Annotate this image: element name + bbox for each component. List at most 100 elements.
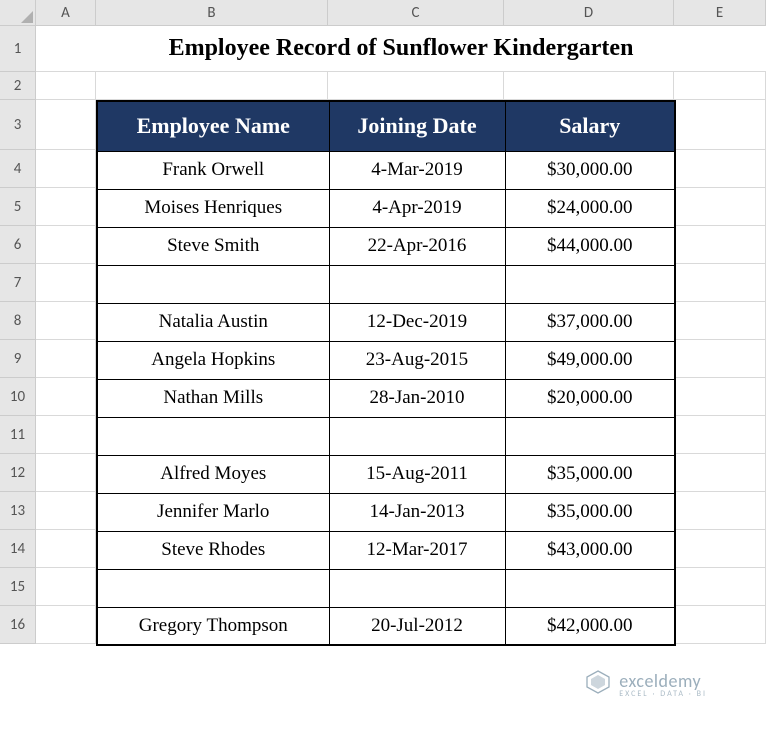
cell-E9[interactable]	[674, 340, 766, 378]
cell-salary[interactable]	[505, 569, 675, 607]
cell-name[interactable]: Gregory Thompson	[97, 607, 329, 645]
cell-A6[interactable]	[36, 226, 96, 264]
cell-date[interactable]: 4-Mar-2019	[329, 151, 505, 189]
cell-date[interactable]: 12-Dec-2019	[329, 303, 505, 341]
cell-date[interactable]: 28-Jan-2010	[329, 379, 505, 417]
cell-date[interactable]: 14-Jan-2013	[329, 493, 505, 531]
cell-A4[interactable]	[36, 150, 96, 188]
cell-name[interactable]: Nathan Mills	[97, 379, 329, 417]
cell-salary[interactable]	[505, 417, 675, 455]
row-header-16[interactable]: 16	[0, 606, 36, 644]
column-header-d[interactable]: D	[504, 0, 674, 26]
cell-E14[interactable]	[674, 530, 766, 568]
cell-salary[interactable]: $42,000.00	[505, 607, 675, 645]
cell-name[interactable]	[97, 417, 329, 455]
cell-E11[interactable]	[674, 416, 766, 454]
column-header-a[interactable]: A	[36, 0, 96, 26]
employee-table: Employee NameJoining DateSalaryFrank Orw…	[96, 100, 676, 646]
cell-name[interactable]: Moises Henriques	[97, 189, 329, 227]
cell-salary[interactable]: $44,000.00	[505, 227, 675, 265]
cell-E2[interactable]	[674, 72, 766, 100]
row-header-9[interactable]: 9	[0, 340, 36, 378]
column-header-b[interactable]: B	[96, 0, 328, 26]
cell-name[interactable]: Alfred Moyes	[97, 455, 329, 493]
cell-salary[interactable]: $35,000.00	[505, 455, 675, 493]
row-header-14[interactable]: 14	[0, 530, 36, 568]
table-row: Angela Hopkins23-Aug-2015$49,000.00	[97, 341, 675, 379]
cell-C2[interactable]	[328, 72, 504, 100]
cell-A10[interactable]	[36, 378, 96, 416]
cell-name[interactable]: Steve Rhodes	[97, 531, 329, 569]
cell-date[interactable]: 12-Mar-2017	[329, 531, 505, 569]
cell-A16[interactable]	[36, 606, 96, 644]
cell-salary[interactable]: $43,000.00	[505, 531, 675, 569]
cell-date[interactable]: 20-Jul-2012	[329, 607, 505, 645]
row-header-15[interactable]: 15	[0, 568, 36, 606]
cell-name[interactable]: Natalia Austin	[97, 303, 329, 341]
row-header-13[interactable]: 13	[0, 492, 36, 530]
cell-A9[interactable]	[36, 340, 96, 378]
cell-salary[interactable]: $37,000.00	[505, 303, 675, 341]
cell-A5[interactable]	[36, 188, 96, 226]
row-header-3[interactable]: 3	[0, 100, 36, 150]
column-header-c[interactable]: C	[328, 0, 504, 26]
row-header-4[interactable]: 4	[0, 150, 36, 188]
cell-E3[interactable]	[674, 100, 766, 150]
row-header-6[interactable]: 6	[0, 226, 36, 264]
row-header-8[interactable]: 8	[0, 302, 36, 340]
cell-E12[interactable]	[674, 454, 766, 492]
cell-A3[interactable]	[36, 100, 96, 150]
table-row: Nathan Mills28-Jan-2010$20,000.00	[97, 379, 675, 417]
cell-A14[interactable]	[36, 530, 96, 568]
row-header-7[interactable]: 7	[0, 264, 36, 302]
cell-A13[interactable]	[36, 492, 96, 530]
cell-E13[interactable]	[674, 492, 766, 530]
cell-name[interactable]	[97, 569, 329, 607]
watermark: exceldemy EXCEL · DATA · BI	[585, 669, 707, 700]
row-header-2[interactable]: 2	[0, 72, 36, 100]
cell-A8[interactable]	[36, 302, 96, 340]
cell-E10[interactable]	[674, 378, 766, 416]
cell-E15[interactable]	[674, 568, 766, 606]
row-header-10[interactable]: 10	[0, 378, 36, 416]
cell-E6[interactable]	[674, 226, 766, 264]
cell-salary[interactable]: $35,000.00	[505, 493, 675, 531]
cell-E5[interactable]	[674, 188, 766, 226]
table-row: Natalia Austin12-Dec-2019$37,000.00	[97, 303, 675, 341]
cell-date[interactable]	[329, 417, 505, 455]
cell-E4[interactable]	[674, 150, 766, 188]
cell-date[interactable]: 22-Apr-2016	[329, 227, 505, 265]
cell-salary[interactable]	[505, 265, 675, 303]
cell-name[interactable]: Frank Orwell	[97, 151, 329, 189]
cell-salary[interactable]: $24,000.00	[505, 189, 675, 227]
cell-name[interactable]: Angela Hopkins	[97, 341, 329, 379]
cell-name[interactable]: Jennifer Marlo	[97, 493, 329, 531]
row-header-5[interactable]: 5	[0, 188, 36, 226]
cell-E16[interactable]	[674, 606, 766, 644]
row-header-11[interactable]: 11	[0, 416, 36, 454]
cell-salary[interactable]: $49,000.00	[505, 341, 675, 379]
column-header-e[interactable]: E	[674, 0, 766, 26]
cell-A15[interactable]	[36, 568, 96, 606]
cell-E7[interactable]	[674, 264, 766, 302]
cell-D2[interactable]	[504, 72, 674, 100]
cell-salary[interactable]: $30,000.00	[505, 151, 675, 189]
cell-name[interactable]: Steve Smith	[97, 227, 329, 265]
cell-name[interactable]	[97, 265, 329, 303]
cell-A12[interactable]	[36, 454, 96, 492]
cell-A2[interactable]	[36, 72, 96, 100]
cell-date[interactable]: 4-Apr-2019	[329, 189, 505, 227]
cell-B2[interactable]	[96, 72, 328, 100]
cell-date[interactable]: 23-Aug-2015	[329, 341, 505, 379]
row-header-12[interactable]: 12	[0, 454, 36, 492]
cell-A11[interactable]	[36, 416, 96, 454]
cell-date[interactable]	[329, 569, 505, 607]
row-header-1[interactable]: 1	[0, 26, 36, 72]
cell-E8[interactable]	[674, 302, 766, 340]
cell-salary[interactable]: $20,000.00	[505, 379, 675, 417]
cell-date[interactable]	[329, 265, 505, 303]
select-all-corner[interactable]	[0, 0, 36, 26]
cell-date[interactable]: 15-Aug-2011	[329, 455, 505, 493]
table-row: Jennifer Marlo14-Jan-2013$35,000.00	[97, 493, 675, 531]
cell-A7[interactable]	[36, 264, 96, 302]
